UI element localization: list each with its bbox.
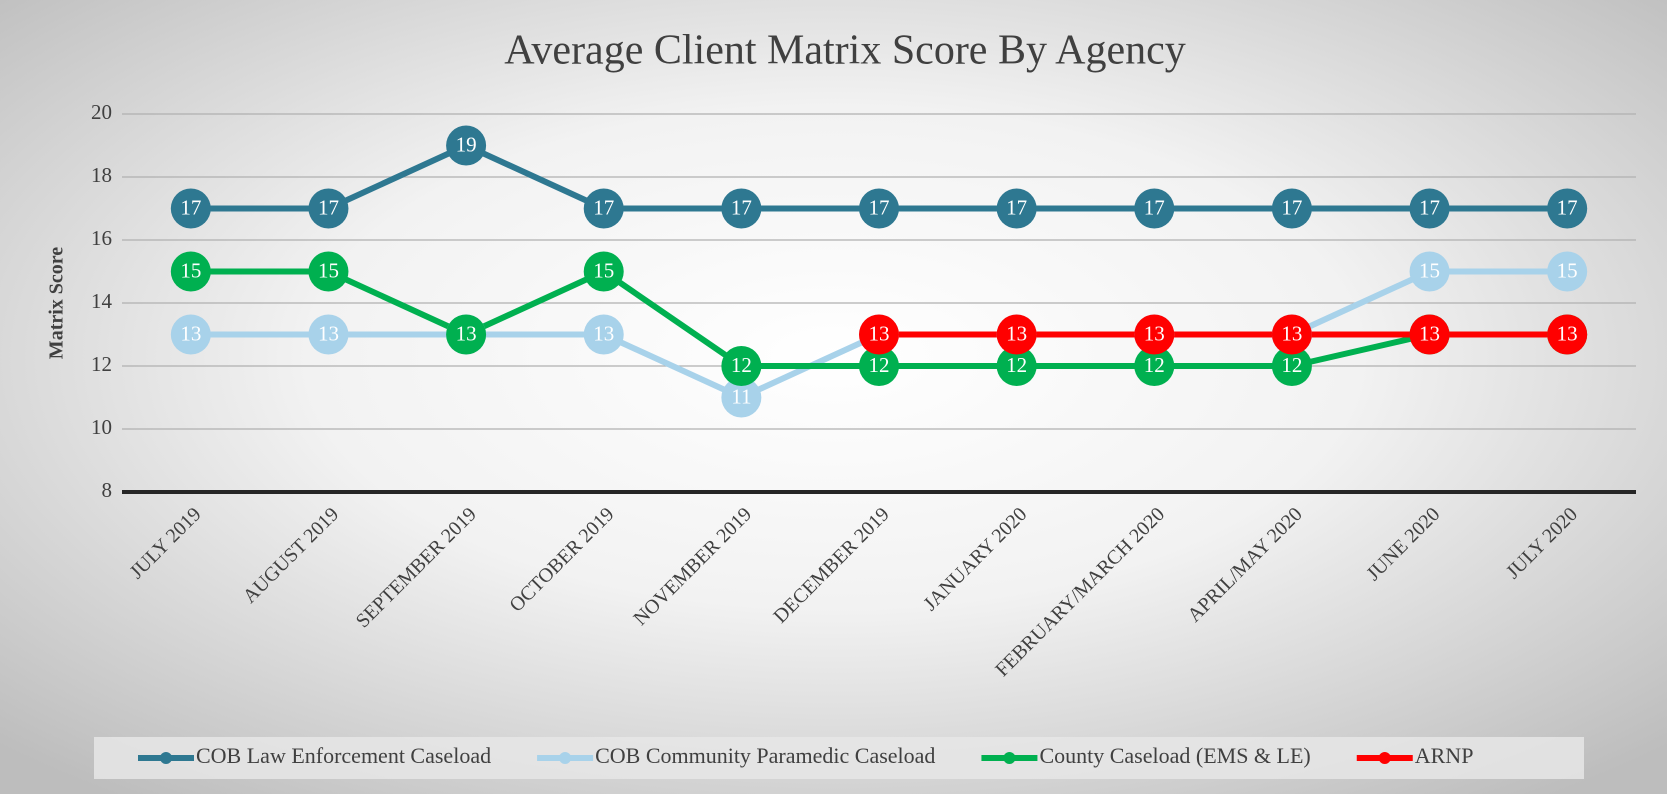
legend-swatch-dot <box>1003 752 1016 764</box>
marker <box>170 314 211 355</box>
data-label: 17 <box>318 195 339 219</box>
data-label: 17 <box>731 195 752 219</box>
chart-title: Average Client Matrix Score By Agency <box>504 28 1186 74</box>
data-label: 13 <box>456 321 477 345</box>
data-label: 13 <box>1557 321 1578 345</box>
marker <box>859 346 899 386</box>
marker <box>1547 251 1588 292</box>
data-label: 12 <box>1144 353 1165 377</box>
data-label: 19 <box>456 132 477 156</box>
legend-label: ARNP <box>1415 743 1474 768</box>
data-label: 15 <box>1419 258 1440 282</box>
y-tick-label: 10 <box>91 415 112 439</box>
marker <box>308 251 349 292</box>
data-label: 15 <box>318 258 339 282</box>
marker <box>1134 314 1175 355</box>
y-tick-label: 14 <box>91 289 113 313</box>
marker <box>170 251 211 292</box>
marker <box>170 188 211 229</box>
data-label: 12 <box>731 353 752 377</box>
y-tick-label: 18 <box>91 163 112 187</box>
data-label: 13 <box>180 321 201 345</box>
legend-box <box>94 737 1584 779</box>
data-label: 15 <box>593 258 614 282</box>
marker <box>1409 251 1450 292</box>
data-label: 12 <box>1006 353 1027 377</box>
marker <box>1271 314 1312 355</box>
data-label: 12 <box>869 353 890 377</box>
data-label: 13 <box>1006 321 1027 345</box>
marker <box>996 346 1037 386</box>
y-tick-label: 20 <box>91 100 112 124</box>
marker <box>996 188 1037 229</box>
data-label: 17 <box>869 195 890 219</box>
marker <box>1409 188 1450 229</box>
marker <box>1547 314 1588 355</box>
data-label: 13 <box>318 321 339 345</box>
marker <box>308 188 349 229</box>
marker <box>583 314 624 355</box>
data-label: 17 <box>1144 195 1165 219</box>
data-label: 17 <box>1281 195 1302 219</box>
data-label: 17 <box>1419 195 1440 219</box>
data-label: 13 <box>869 321 890 345</box>
data-label: 11 <box>731 384 751 408</box>
data-label: 13 <box>1144 321 1165 345</box>
marker <box>583 188 624 229</box>
marker <box>1409 314 1450 355</box>
marker <box>721 377 762 418</box>
data-label: 17 <box>180 195 201 219</box>
marker <box>446 314 487 355</box>
y-tick-label: 12 <box>91 352 112 376</box>
y-tick-label: 8 <box>102 478 113 502</box>
marker <box>446 125 487 166</box>
y-tick-label: 16 <box>91 226 112 250</box>
marker <box>721 346 762 386</box>
legend-swatch-dot <box>1378 752 1391 764</box>
legend-swatch-dot <box>559 752 572 764</box>
legend-label: COB Law Enforcement Caseload <box>196 743 491 768</box>
data-label: 17 <box>1006 195 1027 219</box>
y-axis-label: Matrix Score <box>46 247 68 359</box>
marker <box>859 188 899 229</box>
marker <box>1547 188 1588 229</box>
data-label: 13 <box>593 321 614 345</box>
legend-label: COB Community Paramedic Caseload <box>595 743 935 768</box>
data-label: 12 <box>1281 353 1302 377</box>
data-label: 15 <box>180 258 201 282</box>
marker <box>859 314 899 355</box>
data-label: 17 <box>593 195 614 219</box>
data-label: 15 <box>1557 258 1578 282</box>
legend-label: County Caseload (EMS & LE) <box>1039 743 1310 768</box>
data-label: 13 <box>1281 321 1302 345</box>
marker <box>721 188 762 229</box>
data-label: 13 <box>1419 321 1440 345</box>
marker <box>996 314 1037 355</box>
marker <box>1134 188 1175 229</box>
marker <box>308 314 349 355</box>
marker <box>1134 346 1175 386</box>
marker <box>583 251 624 292</box>
marker <box>1271 188 1312 229</box>
data-label: 17 <box>1557 195 1578 219</box>
legend-swatch-dot <box>160 752 172 764</box>
marker <box>1271 346 1312 386</box>
